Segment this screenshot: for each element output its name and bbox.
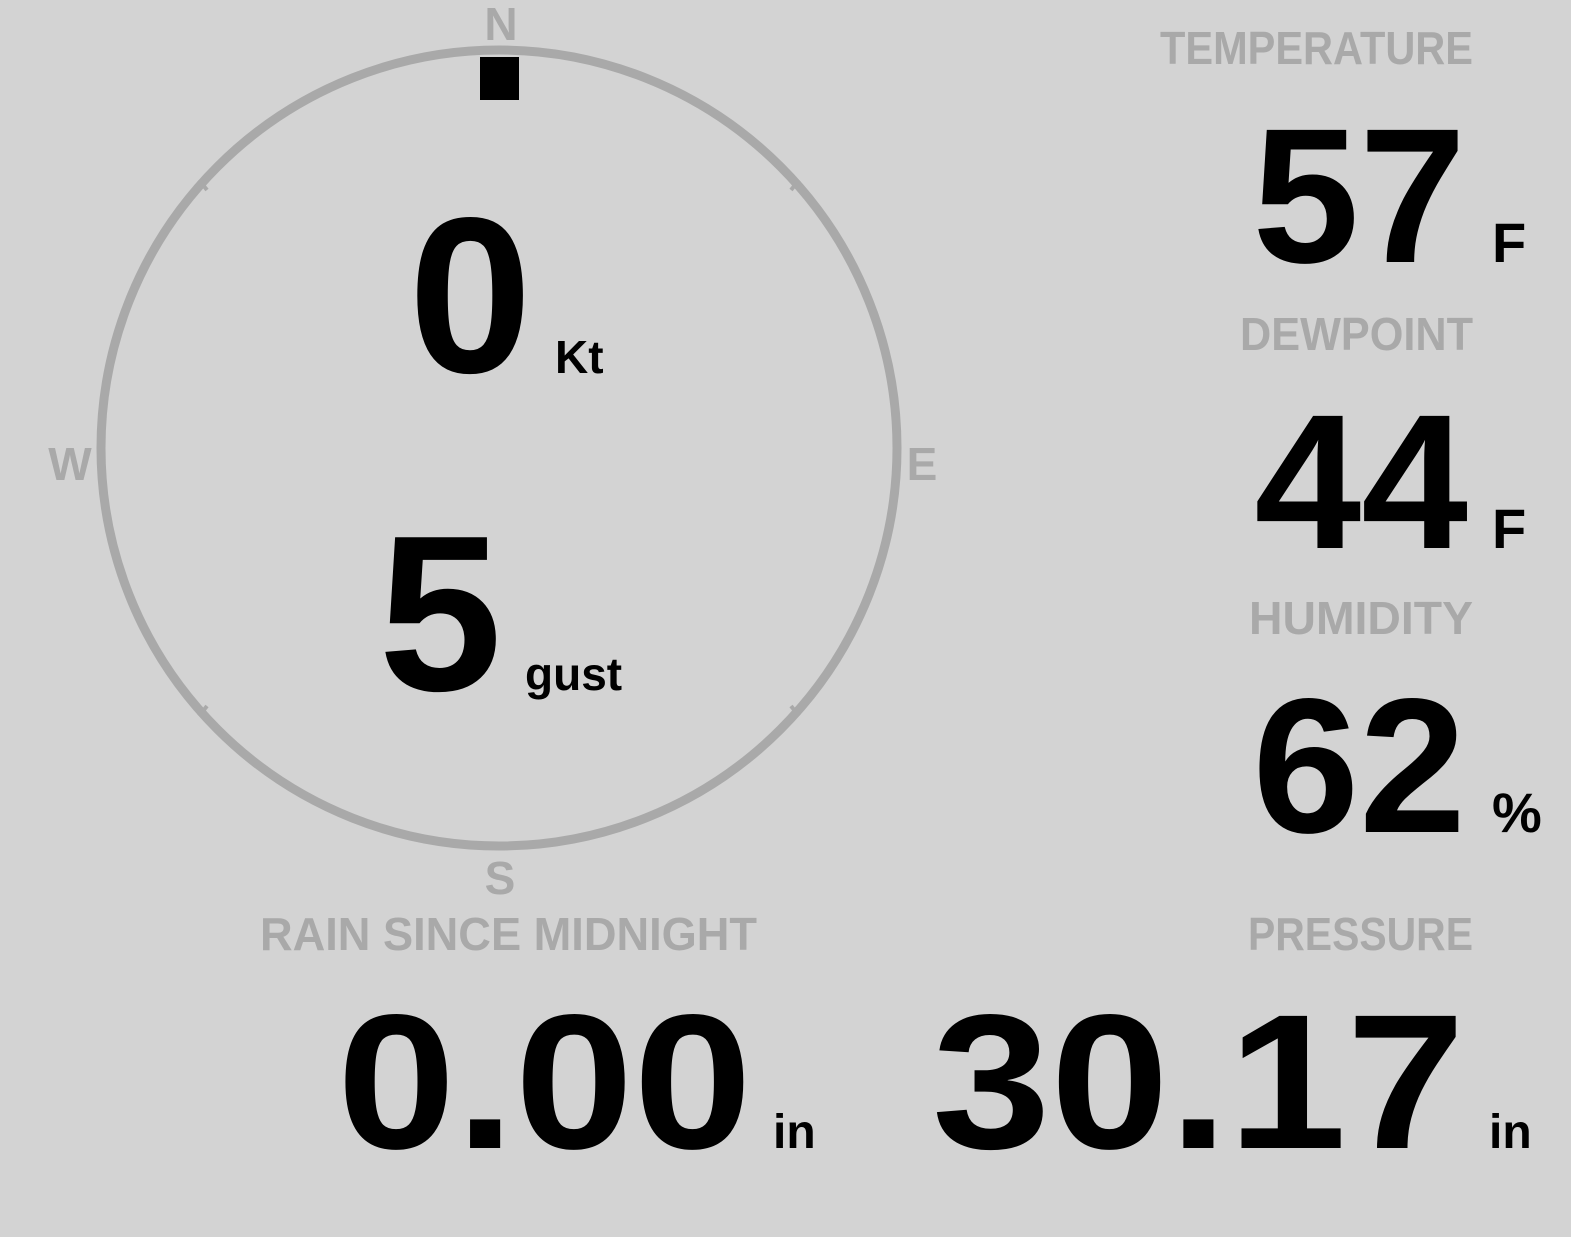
dewpoint-value: 44	[1254, 374, 1468, 589]
wind-compass: N S E W 0 Kt 5 gust	[48, 0, 937, 904]
temperature-unit: F	[1492, 211, 1526, 274]
pressure-value: 30.17	[932, 974, 1465, 1189]
compass-west-label: W	[48, 438, 92, 490]
humidity-unit: %	[1492, 781, 1542, 844]
wind-gust-value: 5	[379, 490, 502, 738]
pressure-unit: in	[1489, 1106, 1532, 1159]
rain-panel: RAIN SINCE MIDNIGHT 0.00 in	[260, 908, 816, 1189]
wind-direction-pointer	[480, 57, 519, 100]
dewpoint-unit: F	[1492, 497, 1526, 560]
humidity-value: 62	[1252, 658, 1466, 873]
compass-east-label: E	[907, 438, 938, 490]
compass-ring	[96, 45, 902, 851]
rain-unit: in	[773, 1106, 816, 1159]
rain-label: RAIN SINCE MIDNIGHT	[260, 908, 757, 960]
dewpoint-label: DEWPOINT	[1240, 308, 1473, 360]
wind-speed-value: 0	[409, 172, 532, 420]
wind-gust-unit: gust	[525, 648, 622, 700]
pressure-label: PRESSURE	[1248, 908, 1473, 960]
wind-speed-unit: Kt	[555, 331, 604, 383]
compass-north-label: N	[484, 0, 517, 50]
rain-value: 0.00	[337, 974, 752, 1189]
humidity-panel: HUMIDITY 62 %	[1249, 592, 1542, 873]
compass-ticks	[197, 178, 801, 718]
temperature-panel: TEMPERATURE 57 F	[1160, 22, 1526, 303]
temperature-value: 57	[1252, 88, 1466, 303]
compass-south-label: S	[485, 852, 516, 904]
humidity-label: HUMIDITY	[1249, 592, 1473, 644]
pressure-panel: PRESSURE 30.17 in	[932, 908, 1532, 1189]
dewpoint-panel: DEWPOINT 44 F	[1240, 308, 1526, 589]
temperature-label: TEMPERATURE	[1160, 22, 1473, 74]
